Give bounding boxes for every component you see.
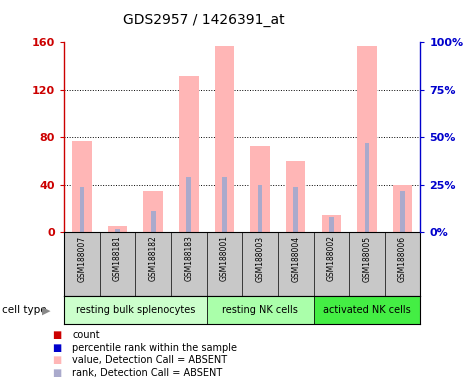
Bar bbox=[108, 227, 127, 232]
Bar bbox=[151, 212, 155, 232]
Text: ■: ■ bbox=[52, 330, 61, 340]
Text: ▶: ▶ bbox=[42, 305, 50, 315]
Text: GSM188182: GSM188182 bbox=[149, 235, 158, 281]
Text: resting NK cells: resting NK cells bbox=[222, 305, 298, 315]
Text: GSM188181: GSM188181 bbox=[113, 235, 122, 281]
Bar bbox=[286, 161, 305, 232]
Text: GSM188007: GSM188007 bbox=[77, 235, 86, 281]
Text: ■: ■ bbox=[52, 368, 61, 378]
Bar bbox=[207, 296, 314, 324]
Text: resting bulk splenocytes: resting bulk splenocytes bbox=[76, 305, 195, 315]
Text: cell type: cell type bbox=[2, 305, 47, 315]
Text: percentile rank within the sample: percentile rank within the sample bbox=[72, 343, 237, 353]
Bar bbox=[393, 185, 412, 232]
Text: GSM188003: GSM188003 bbox=[256, 235, 265, 281]
Bar bbox=[357, 46, 377, 232]
Text: GSM188001: GSM188001 bbox=[220, 235, 229, 281]
Bar bbox=[250, 146, 270, 232]
Bar bbox=[322, 215, 341, 232]
Text: GSM188002: GSM188002 bbox=[327, 235, 336, 281]
Bar bbox=[329, 217, 333, 232]
Bar bbox=[400, 190, 405, 232]
Bar bbox=[222, 177, 227, 232]
Bar bbox=[64, 296, 207, 324]
Bar bbox=[314, 296, 420, 324]
Bar bbox=[143, 191, 163, 232]
Bar bbox=[187, 177, 191, 232]
Text: GDS2957 / 1426391_at: GDS2957 / 1426391_at bbox=[124, 13, 285, 27]
Bar bbox=[215, 46, 234, 232]
Text: ■: ■ bbox=[52, 343, 61, 353]
Text: count: count bbox=[72, 330, 100, 340]
Bar bbox=[294, 187, 298, 232]
Text: GSM188183: GSM188183 bbox=[184, 235, 193, 281]
Text: rank, Detection Call = ABSENT: rank, Detection Call = ABSENT bbox=[72, 368, 222, 378]
Text: GSM188006: GSM188006 bbox=[398, 235, 407, 281]
Bar bbox=[72, 141, 92, 232]
Bar bbox=[258, 185, 262, 232]
Text: ■: ■ bbox=[52, 355, 61, 365]
Text: value, Detection Call = ABSENT: value, Detection Call = ABSENT bbox=[72, 355, 228, 365]
Bar bbox=[365, 143, 369, 232]
Bar bbox=[115, 228, 120, 232]
Text: GSM188005: GSM188005 bbox=[362, 235, 371, 281]
Bar bbox=[80, 187, 84, 232]
Text: activated NK cells: activated NK cells bbox=[323, 305, 411, 315]
Bar bbox=[179, 76, 199, 232]
Text: GSM188004: GSM188004 bbox=[291, 235, 300, 281]
